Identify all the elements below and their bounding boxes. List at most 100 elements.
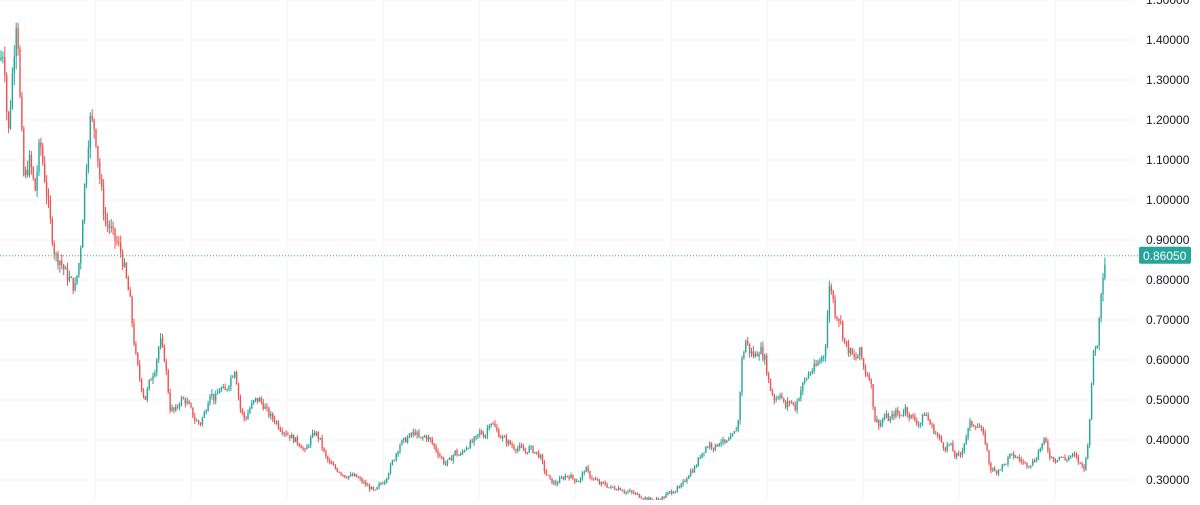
candle-body: [1009, 454, 1010, 458]
candle: [772, 388, 773, 396]
candle-body: [738, 420, 739, 430]
candle: [783, 397, 784, 403]
candle-body: [960, 454, 961, 455]
candle-body: [59, 261, 60, 265]
candle-body: [551, 478, 552, 483]
candle: [741, 356, 742, 397]
candle: [1026, 462, 1027, 469]
candle-body: [259, 398, 260, 402]
candle-body: [405, 438, 406, 442]
candle-body: [325, 451, 326, 456]
candle: [971, 421, 972, 428]
candle: [283, 432, 284, 437]
y-tick-label: 1.20000: [1146, 113, 1190, 127]
candle: [413, 429, 414, 438]
candle: [371, 486, 372, 489]
candle: [1083, 464, 1084, 472]
candle-body: [1081, 463, 1082, 466]
candle: [905, 404, 906, 416]
candle: [603, 481, 604, 484]
candle: [967, 428, 968, 441]
candle-body: [293, 435, 294, 442]
candle-body: [943, 443, 944, 448]
candle: [625, 491, 626, 495]
candle-body: [375, 489, 376, 490]
candle-body: [69, 277, 70, 280]
candle: [124, 258, 125, 267]
candle: [437, 448, 438, 458]
candle-body: [458, 455, 459, 456]
candle: [95, 129, 96, 149]
candle: [671, 489, 672, 495]
candle-body: [681, 484, 682, 487]
candle-body: [948, 444, 949, 445]
candle: [916, 418, 917, 427]
candle: [1042, 443, 1043, 451]
last-price-tag-label: 0.86050: [1143, 249, 1187, 263]
candle-body: [109, 224, 110, 228]
candle: [715, 444, 716, 451]
candle-body: [93, 119, 94, 129]
candle-body: [686, 479, 687, 482]
candle-body: [692, 471, 693, 473]
candle: [557, 481, 558, 486]
candle: [318, 431, 319, 442]
candle: [175, 404, 176, 412]
candle-body: [624, 491, 625, 493]
candle: [112, 221, 113, 235]
candle: [1038, 449, 1039, 460]
candle: [751, 348, 752, 357]
candle-body: [147, 389, 148, 400]
candle-body: [198, 421, 199, 424]
candle: [709, 441, 710, 449]
candle: [836, 316, 837, 321]
candle: [310, 435, 311, 448]
candle-body: [207, 404, 208, 411]
candle-body: [871, 380, 872, 384]
candle-body: [836, 317, 837, 319]
candle: [595, 476, 596, 480]
candle-body: [76, 275, 77, 283]
candle-body: [264, 407, 265, 409]
candle: [158, 346, 159, 363]
candle-body: [730, 436, 731, 439]
candle-body: [179, 404, 180, 407]
candle-body: [804, 379, 805, 382]
candle: [259, 397, 260, 402]
candle: [540, 454, 541, 460]
candle-body: [160, 338, 161, 347]
price-axis[interactable]: 0.300000.400000.500000.600000.700000.800…: [1146, 0, 1190, 487]
candle-body: [1015, 457, 1016, 458]
candle-body: [434, 444, 435, 447]
candle-body: [1013, 454, 1014, 458]
candle: [865, 364, 866, 377]
candle-body: [983, 428, 984, 432]
candle-body: [371, 487, 372, 489]
candle: [1015, 455, 1016, 458]
candle-body: [867, 374, 868, 375]
candle-body: [166, 362, 167, 371]
candle: [40, 138, 41, 156]
candle: [517, 445, 518, 453]
candle: [439, 452, 440, 457]
candle: [1032, 459, 1033, 467]
candle: [396, 453, 397, 462]
candle: [779, 393, 780, 400]
candle: [135, 341, 136, 355]
candle-body: [209, 395, 210, 403]
candle-body: [426, 436, 427, 440]
candle-body: [460, 453, 461, 455]
candle: [584, 470, 585, 475]
candle-body: [116, 241, 117, 242]
candle: [610, 485, 611, 489]
candle-body: [21, 97, 22, 129]
candle: [791, 400, 792, 404]
candle-body: [124, 263, 125, 266]
candle-body: [861, 347, 862, 358]
candle: [238, 383, 239, 401]
candle: [99, 158, 100, 184]
candle: [1064, 454, 1065, 460]
candle-body: [945, 448, 946, 451]
